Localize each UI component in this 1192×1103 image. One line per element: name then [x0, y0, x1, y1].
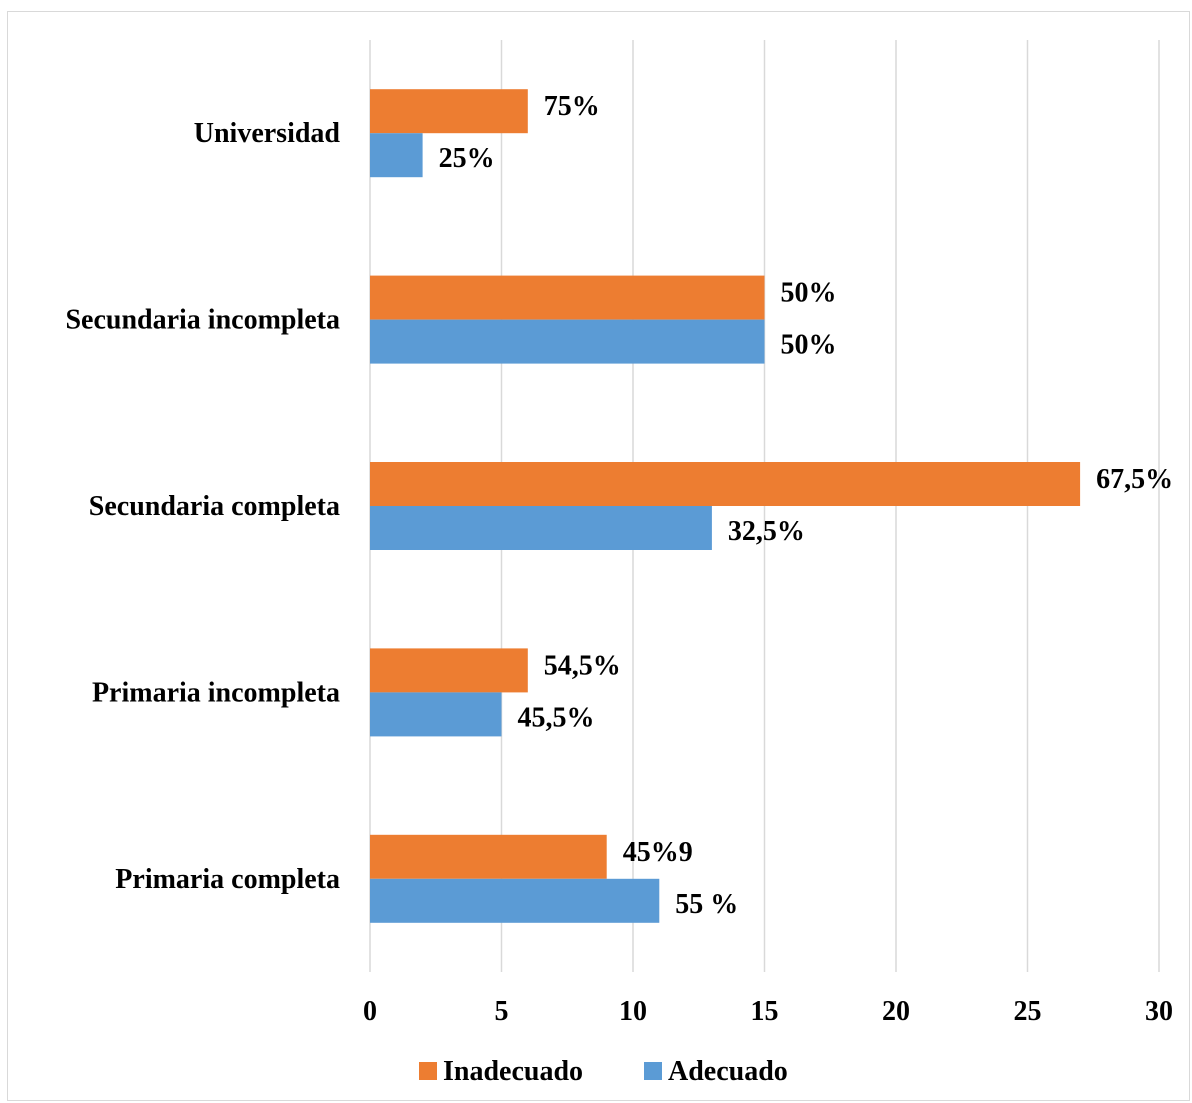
data-label: 50% [781, 278, 837, 309]
data-label: 67,5% [1096, 464, 1173, 495]
data-label: 25% [439, 143, 495, 174]
data-label: 75% [544, 91, 600, 122]
data-label: 50% [781, 330, 837, 361]
legend-label: Inadecuado [443, 1056, 583, 1087]
data-label: 55 % [675, 889, 738, 920]
category-label: Secundaria completa [89, 491, 340, 522]
bar-adecuado [370, 506, 712, 550]
category-labels: Primaria completa Primaria incompleta Secu… [65, 118, 340, 895]
bar-inadecuado [370, 275, 765, 320]
bar-inadecuado [370, 462, 1081, 506]
x-axis-ticks: 0 5 10 15 20 25 30 [363, 996, 1173, 1027]
legend-swatch [644, 1062, 662, 1080]
data-label: 54,5% [544, 650, 621, 681]
category-label: Secundaria incompleta [65, 305, 340, 336]
x-tick-label: 20 [882, 996, 910, 1027]
bar-adecuado [370, 878, 660, 923]
bar-adecuado [370, 319, 765, 364]
bars [370, 89, 1081, 923]
data-label: 32,5% [728, 516, 805, 547]
bar-inadecuado [370, 89, 528, 134]
bar-inadecuado [370, 648, 528, 693]
x-tick-label: 15 [751, 996, 779, 1027]
x-tick-label: 0 [363, 996, 377, 1027]
data-labels: 45%9 55 % 54,5% 45,5% 67,5% 32,5% 50% 50% 75% 25% [439, 91, 1173, 920]
category-label: Primaria incompleta [92, 677, 340, 708]
bar-adecuado [370, 692, 502, 737]
data-label: 45,5% [518, 702, 595, 733]
x-tick-label: 30 [1145, 996, 1173, 1027]
data-label: 45%9 [623, 837, 693, 868]
category-label: Universidad [194, 118, 341, 149]
x-tick-label: 10 [619, 996, 647, 1027]
category-label: Primaria completa [115, 864, 340, 895]
x-tick-label: 25 [1014, 996, 1042, 1027]
legend-label: Adecuado [668, 1056, 788, 1087]
bar-adecuado [370, 133, 423, 178]
legend: Inadecuado Adecuado [419, 1056, 788, 1087]
x-tick-label: 5 [495, 996, 509, 1027]
legend-swatch [419, 1062, 437, 1080]
bar-inadecuado [370, 834, 607, 879]
